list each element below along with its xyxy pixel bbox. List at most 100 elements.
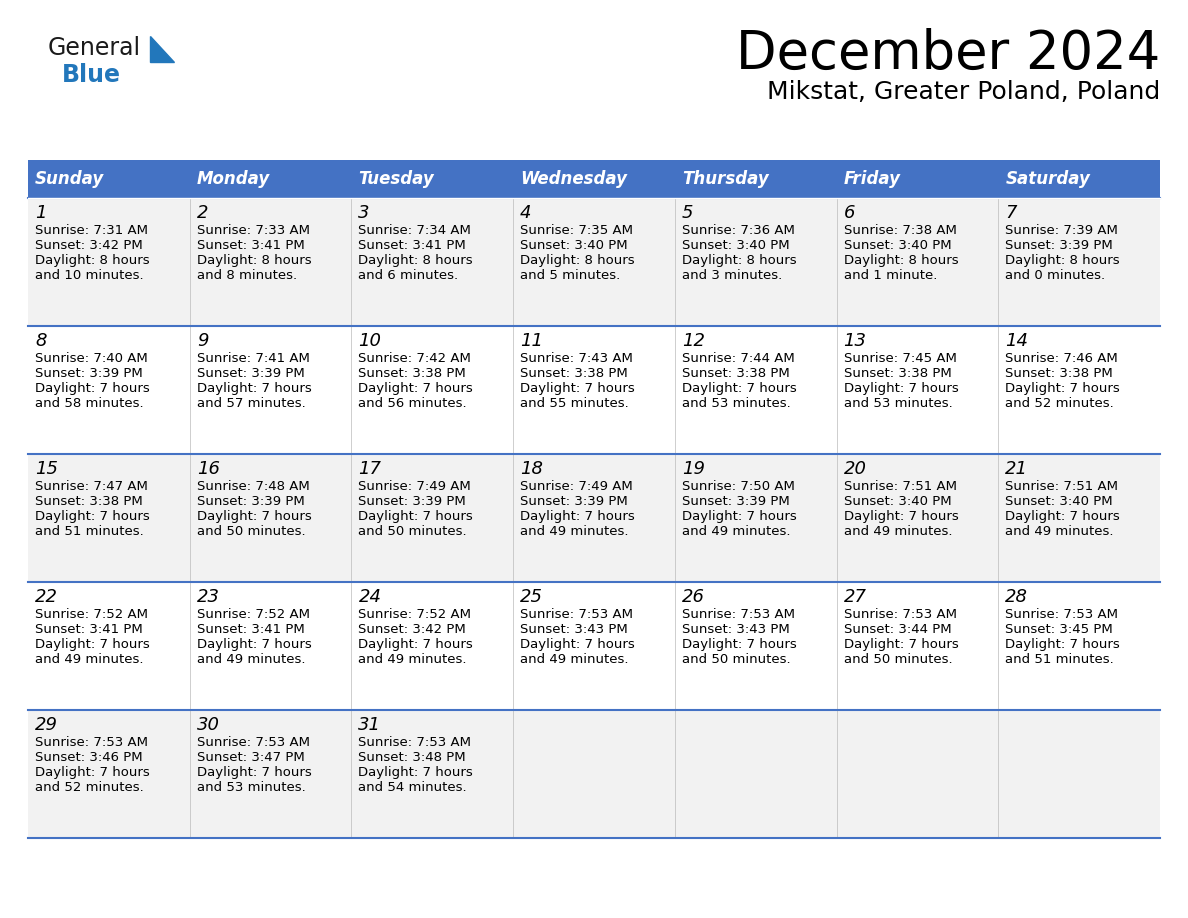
Bar: [998, 710, 1159, 838]
Text: Sunrise: 7:51 AM: Sunrise: 7:51 AM: [843, 480, 956, 493]
Text: Sunrise: 7:38 AM: Sunrise: 7:38 AM: [843, 224, 956, 237]
Bar: [998, 198, 1159, 326]
Bar: [352, 160, 513, 198]
Text: 2: 2: [197, 204, 208, 222]
Bar: [29, 582, 190, 710]
Text: Sunset: 3:39 PM: Sunset: 3:39 PM: [197, 367, 304, 380]
Text: Sunset: 3:45 PM: Sunset: 3:45 PM: [1005, 623, 1113, 636]
Text: Sunset: 3:39 PM: Sunset: 3:39 PM: [520, 495, 628, 508]
Text: 4: 4: [520, 204, 532, 222]
Bar: [998, 454, 1159, 582]
Text: and 49 minutes.: and 49 minutes.: [520, 653, 628, 666]
Text: and 50 minutes.: and 50 minutes.: [197, 525, 305, 538]
Text: and 50 minutes.: and 50 minutes.: [682, 653, 790, 666]
Text: Sunrise: 7:53 AM: Sunrise: 7:53 AM: [34, 736, 148, 749]
Text: Daylight: 7 hours: Daylight: 7 hours: [520, 510, 634, 523]
Text: and 57 minutes.: and 57 minutes.: [197, 397, 305, 410]
Text: Sunrise: 7:45 AM: Sunrise: 7:45 AM: [843, 352, 956, 365]
Bar: [998, 326, 1159, 454]
Bar: [352, 710, 513, 838]
Text: Sunset: 3:40 PM: Sunset: 3:40 PM: [1005, 495, 1113, 508]
Text: Sunrise: 7:53 AM: Sunrise: 7:53 AM: [682, 608, 795, 621]
Bar: [29, 160, 190, 198]
Text: Sunrise: 7:51 AM: Sunrise: 7:51 AM: [1005, 480, 1118, 493]
Bar: [190, 582, 352, 710]
Text: and 58 minutes.: and 58 minutes.: [34, 397, 144, 410]
Text: Daylight: 8 hours: Daylight: 8 hours: [520, 254, 634, 267]
Text: Sunset: 3:47 PM: Sunset: 3:47 PM: [197, 751, 304, 764]
Text: Sunrise: 7:53 AM: Sunrise: 7:53 AM: [520, 608, 633, 621]
Text: 9: 9: [197, 332, 208, 350]
Text: 26: 26: [682, 588, 704, 606]
Text: Daylight: 8 hours: Daylight: 8 hours: [843, 254, 959, 267]
Text: Daylight: 7 hours: Daylight: 7 hours: [34, 638, 150, 651]
Text: and 5 minutes.: and 5 minutes.: [520, 269, 620, 282]
Text: Sunrise: 7:49 AM: Sunrise: 7:49 AM: [359, 480, 472, 493]
Text: Sunrise: 7:53 AM: Sunrise: 7:53 AM: [843, 608, 956, 621]
Text: Sunrise: 7:53 AM: Sunrise: 7:53 AM: [197, 736, 310, 749]
Bar: [513, 582, 675, 710]
Text: Daylight: 7 hours: Daylight: 7 hours: [1005, 510, 1120, 523]
Text: 5: 5: [682, 204, 694, 222]
Text: 11: 11: [520, 332, 543, 350]
Text: Daylight: 7 hours: Daylight: 7 hours: [34, 382, 150, 395]
Bar: [190, 198, 352, 326]
Text: General: General: [48, 36, 141, 60]
Text: and 51 minutes.: and 51 minutes.: [1005, 653, 1114, 666]
Bar: [29, 198, 190, 326]
Bar: [513, 198, 675, 326]
Bar: [998, 582, 1159, 710]
Text: Sunrise: 7:34 AM: Sunrise: 7:34 AM: [359, 224, 472, 237]
Bar: [675, 198, 836, 326]
Text: and 10 minutes.: and 10 minutes.: [34, 269, 144, 282]
Bar: [513, 326, 675, 454]
Bar: [190, 326, 352, 454]
Bar: [675, 582, 836, 710]
Text: 16: 16: [197, 460, 220, 478]
Text: Sunset: 3:39 PM: Sunset: 3:39 PM: [359, 495, 466, 508]
Text: Daylight: 7 hours: Daylight: 7 hours: [34, 766, 150, 779]
Text: 27: 27: [843, 588, 866, 606]
Text: Daylight: 7 hours: Daylight: 7 hours: [197, 638, 311, 651]
Text: and 49 minutes.: and 49 minutes.: [1005, 525, 1114, 538]
Text: Daylight: 7 hours: Daylight: 7 hours: [34, 510, 150, 523]
Bar: [29, 454, 190, 582]
Text: Daylight: 7 hours: Daylight: 7 hours: [359, 766, 473, 779]
Text: 19: 19: [682, 460, 704, 478]
Text: Daylight: 7 hours: Daylight: 7 hours: [682, 382, 797, 395]
Text: Monday: Monday: [197, 170, 270, 188]
Text: Sunset: 3:39 PM: Sunset: 3:39 PM: [1005, 239, 1113, 252]
Text: and 6 minutes.: and 6 minutes.: [359, 269, 459, 282]
Text: Sunset: 3:38 PM: Sunset: 3:38 PM: [34, 495, 143, 508]
Bar: [836, 582, 998, 710]
Bar: [29, 326, 190, 454]
Text: and 50 minutes.: and 50 minutes.: [359, 525, 467, 538]
Bar: [836, 198, 998, 326]
Text: Sunrise: 7:41 AM: Sunrise: 7:41 AM: [197, 352, 310, 365]
Text: Daylight: 7 hours: Daylight: 7 hours: [359, 510, 473, 523]
Text: and 55 minutes.: and 55 minutes.: [520, 397, 628, 410]
Text: Daylight: 7 hours: Daylight: 7 hours: [1005, 382, 1120, 395]
Text: Daylight: 8 hours: Daylight: 8 hours: [1005, 254, 1120, 267]
Text: and 49 minutes.: and 49 minutes.: [197, 653, 305, 666]
Text: Daylight: 8 hours: Daylight: 8 hours: [197, 254, 311, 267]
Text: Sunrise: 7:49 AM: Sunrise: 7:49 AM: [520, 480, 633, 493]
Text: 28: 28: [1005, 588, 1029, 606]
Text: 6: 6: [843, 204, 855, 222]
Text: Daylight: 7 hours: Daylight: 7 hours: [520, 638, 634, 651]
Text: and 49 minutes.: and 49 minutes.: [520, 525, 628, 538]
Text: Sunrise: 7:43 AM: Sunrise: 7:43 AM: [520, 352, 633, 365]
Text: 22: 22: [34, 588, 58, 606]
Text: Sunrise: 7:42 AM: Sunrise: 7:42 AM: [359, 352, 472, 365]
Text: Sunrise: 7:52 AM: Sunrise: 7:52 AM: [34, 608, 148, 621]
Text: Sunrise: 7:40 AM: Sunrise: 7:40 AM: [34, 352, 147, 365]
Text: Sunset: 3:41 PM: Sunset: 3:41 PM: [197, 239, 304, 252]
Text: Tuesday: Tuesday: [359, 170, 434, 188]
Text: Sunset: 3:41 PM: Sunset: 3:41 PM: [359, 239, 466, 252]
Text: Daylight: 7 hours: Daylight: 7 hours: [682, 638, 797, 651]
Text: Sunset: 3:43 PM: Sunset: 3:43 PM: [682, 623, 790, 636]
Text: Sunrise: 7:36 AM: Sunrise: 7:36 AM: [682, 224, 795, 237]
Bar: [190, 710, 352, 838]
Text: 18: 18: [520, 460, 543, 478]
Text: and 54 minutes.: and 54 minutes.: [359, 781, 467, 794]
